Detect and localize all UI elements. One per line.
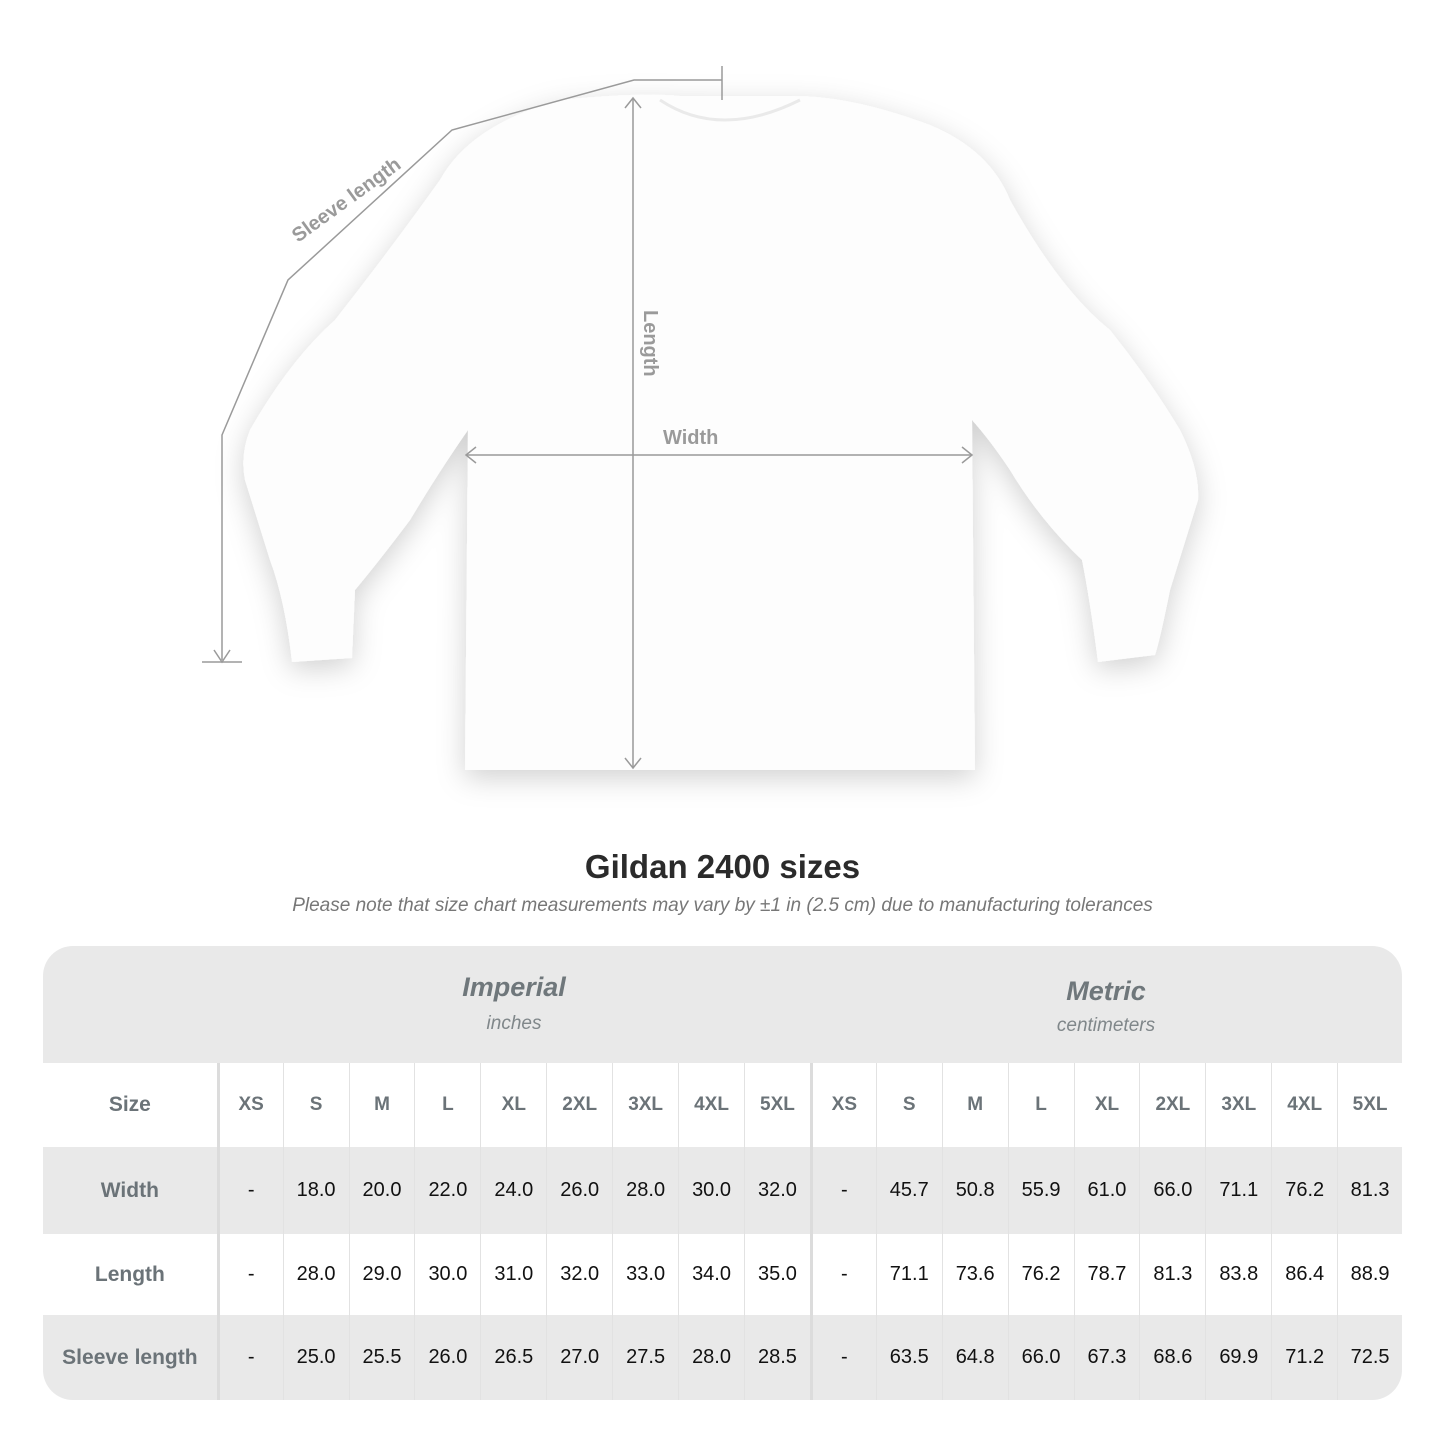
table-row: Width -18.0 20.0 22.0 24.0 26.0 28.0 30.0 32.0-4… (43, 1147, 1402, 1234)
value-cell: - (809, 1315, 876, 1400)
tolerance-note: Please note that size chart measurements… (292, 895, 1153, 916)
value-cell: 72.5 (1337, 1315, 1402, 1400)
value-cell: - (809, 1234, 876, 1315)
row-label: Length (94, 1262, 165, 1286)
size-header-cell: L (414, 1063, 480, 1147)
value-cell: 20.0 (348, 1147, 415, 1234)
collar (659, 98, 801, 122)
value-cell: 32.0 (743, 1147, 810, 1234)
width-label: Width (663, 427, 718, 449)
table-row: Sleeve length -25.0 25.5 26.0 26.5 27.0 27.5 28… (43, 1315, 1402, 1400)
value-cell: 25.0 (282, 1315, 349, 1400)
page-title: Gildan 2400 sizes (584, 848, 861, 885)
value-cell: 27.0 (546, 1315, 612, 1400)
value-cell: 29.0 (348, 1234, 415, 1315)
value-cell: 33.0 (612, 1234, 678, 1315)
size-header-cell: 2XL (546, 1063, 612, 1147)
row-label: Width (100, 1178, 159, 1202)
size-header-cell: 3XL (612, 1063, 678, 1147)
value-cell: 18.0 (282, 1147, 349, 1234)
value-cell: 26.5 (480, 1315, 546, 1400)
long-sleeve-shirt-image (243, 94, 1199, 770)
length-label: Length (639, 310, 661, 377)
value-cell: 76.2 (1007, 1234, 1074, 1315)
size-header-cell: M (941, 1063, 1008, 1147)
value-cell: 24.0 (480, 1147, 546, 1234)
value-cell: 68.6 (1139, 1315, 1205, 1400)
value-cell: 32.0 (546, 1234, 612, 1315)
measurement-lines (202, 66, 974, 770)
value-cell: 26.0 (546, 1147, 612, 1234)
value-cell: 28.0 (612, 1147, 678, 1234)
size-header-cell: 5XL (743, 1063, 810, 1147)
value-cell: 88.9 (1337, 1234, 1402, 1315)
size-header-cell: XS (809, 1063, 876, 1147)
shirt-diagram: Sleeve length Length Width (202, 66, 1199, 770)
value-cell: 71.2 (1271, 1315, 1337, 1400)
value-cell: 63.5 (875, 1315, 942, 1400)
value-cell: - (216, 1147, 283, 1234)
value-cell: 28.5 (743, 1315, 810, 1400)
metric-title: Metric (1066, 976, 1146, 1006)
table-row: Length -28.0 29.0 30.0 31.0 32.0 33.0 34.0 35.0-… (43, 1234, 1402, 1315)
size-header-cell: M (348, 1063, 415, 1147)
size-header-cell: 4XL (1271, 1063, 1337, 1147)
size-header-cell: 3XL (1205, 1063, 1271, 1147)
value-cell: 81.3 (1337, 1147, 1402, 1234)
value-cell: 73.6 (941, 1234, 1008, 1315)
size-header-cell: S (282, 1063, 349, 1147)
size-header-cell: 2XL (1139, 1063, 1205, 1147)
value-cell: 78.7 (1073, 1234, 1140, 1315)
value-cell: 30.0 (414, 1234, 480, 1315)
value-cell: 25.5 (348, 1315, 415, 1400)
size-header-cell: L (1007, 1063, 1074, 1147)
value-cell: 27.5 (612, 1315, 678, 1400)
imperial-header: Imperial inches (217, 946, 811, 1063)
value-cell: 26.0 (414, 1315, 480, 1400)
value-cell: 83.8 (1205, 1234, 1271, 1315)
value-cell: 81.3 (1139, 1234, 1205, 1315)
value-cell: 30.0 (678, 1147, 744, 1234)
value-cell: 55.9 (1007, 1147, 1074, 1234)
size-header-cell: XS (216, 1063, 283, 1147)
value-cell: 50.8 (941, 1147, 1008, 1234)
value-cell: 28.0 (678, 1315, 744, 1400)
size-header-cell: 5XL (1337, 1063, 1402, 1147)
row-label: Size (108, 1093, 151, 1116)
size-header-cell: 4XL (678, 1063, 744, 1147)
value-cell: 35.0 (743, 1234, 810, 1315)
value-cell: 31.0 (480, 1234, 546, 1315)
value-cell: 69.9 (1205, 1315, 1271, 1400)
value-cell: 45.7 (875, 1147, 942, 1234)
sleeve-length-label: Sleeve length (288, 153, 405, 247)
value-cell: 61.0 (1073, 1147, 1140, 1234)
value-cell: 67.3 (1073, 1315, 1140, 1400)
size-header-row: Size XS S M L XL 2XL 3XL 4XL 5XL XS S M L XL 2XL 3XL 4XL 5… (43, 1063, 1402, 1147)
value-cell: 76.2 (1271, 1147, 1337, 1234)
value-cell: - (216, 1315, 283, 1400)
size-header-cell: XL (480, 1063, 546, 1147)
value-cell: 34.0 (678, 1234, 744, 1315)
value-cell: 22.0 (414, 1147, 480, 1234)
metric-header: Metric centimeters (810, 946, 1402, 1063)
value-cell: 86.4 (1271, 1234, 1337, 1315)
table-header-band (43, 946, 1402, 1063)
size-header-cell: XL (1073, 1063, 1140, 1147)
row-label: Sleeve length (62, 1345, 198, 1369)
value-cell: 28.0 (282, 1234, 349, 1315)
metric-unit: centimeters (1056, 1015, 1156, 1036)
value-cell: - (809, 1147, 876, 1234)
imperial-unit: inches (486, 1013, 542, 1034)
imperial-title: Imperial (462, 972, 566, 1002)
size-table: Imperial inches Metric centimeters Size X… (43, 946, 1402, 1400)
value-cell: 66.0 (1007, 1315, 1074, 1400)
value-cell: 71.1 (875, 1234, 942, 1315)
sleeve-length-line (221, 79, 722, 660)
value-cell: - (216, 1234, 283, 1315)
value-cell: 66.0 (1139, 1147, 1205, 1234)
value-cell: 71.1 (1205, 1147, 1271, 1234)
size-header-cell: S (875, 1063, 942, 1147)
value-cell: 64.8 (941, 1315, 1008, 1400)
